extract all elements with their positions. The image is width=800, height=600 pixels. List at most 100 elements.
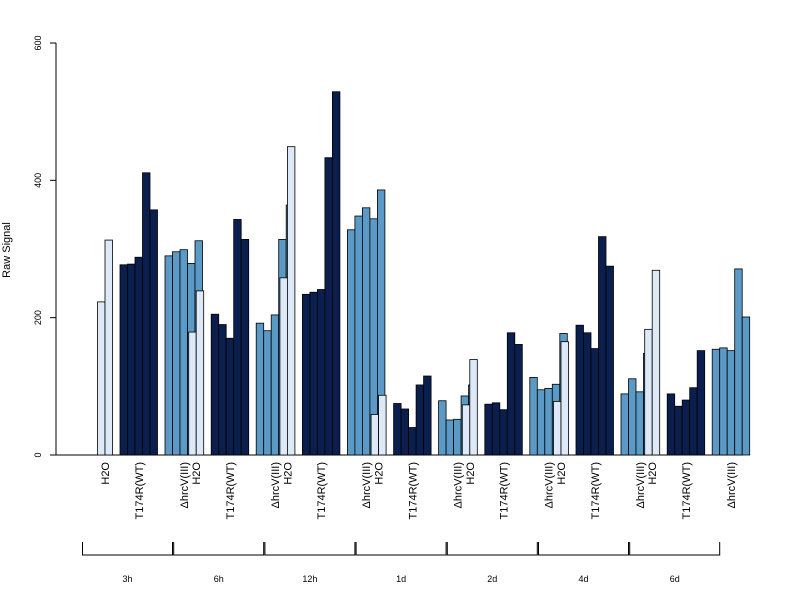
bar — [331, 91, 341, 456]
category-label: T174R(WT) — [681, 462, 693, 519]
time-label: 4d — [578, 574, 588, 584]
bar — [270, 314, 280, 456]
bar — [97, 301, 106, 456]
bar — [301, 293, 311, 456]
y-axis-label: Raw Signal — [1, 222, 13, 278]
bar — [286, 146, 296, 456]
category-label: T174R(WT) — [407, 462, 419, 519]
bar — [491, 402, 501, 456]
bar — [210, 313, 220, 456]
bar — [316, 289, 326, 456]
bar — [719, 347, 728, 456]
bar — [164, 255, 173, 456]
time-label: 6h — [214, 574, 224, 584]
bar — [415, 384, 425, 456]
bar — [514, 344, 523, 456]
category-label: ΔhrcV(III) — [544, 462, 556, 508]
bar — [620, 393, 629, 456]
bar — [263, 330, 272, 456]
bar — [674, 405, 683, 456]
bars — [97, 91, 751, 456]
y-tick-label: 400 — [33, 173, 43, 188]
bar — [696, 350, 706, 456]
bar — [354, 215, 363, 456]
category-label: ΔhrcV(III) — [635, 462, 647, 508]
time-label: 1d — [396, 574, 406, 584]
bar — [453, 418, 462, 456]
bar — [142, 172, 151, 456]
y-tick-label: 0 — [33, 452, 43, 457]
y-tick-label: 200 — [33, 310, 43, 325]
bar — [469, 359, 478, 456]
group-bracket — [629, 542, 721, 556]
bar — [445, 419, 455, 456]
bar — [188, 331, 197, 456]
bar — [575, 324, 584, 456]
bar — [726, 350, 736, 456]
bar — [119, 264, 128, 456]
y-tick-label: 600 — [33, 35, 43, 50]
bar — [499, 409, 508, 456]
bar — [651, 269, 661, 456]
bar — [346, 229, 356, 456]
bar — [400, 408, 410, 456]
bar — [506, 332, 516, 456]
group-bracket — [446, 542, 538, 556]
bar — [255, 322, 265, 456]
bar — [605, 265, 614, 456]
bar — [218, 324, 227, 456]
bar — [370, 414, 380, 456]
bar — [628, 378, 637, 456]
group-bracket — [355, 542, 447, 556]
bar — [127, 263, 136, 456]
bar — [666, 393, 676, 456]
category-label: H2O — [191, 462, 203, 485]
bar — [378, 394, 387, 456]
bar — [461, 404, 471, 456]
category-label: ΔhrcV(III) — [270, 462, 282, 508]
category-label: T174R(WT) — [225, 462, 237, 519]
bar — [484, 403, 493, 456]
bar — [583, 332, 592, 456]
bar — [195, 290, 205, 456]
bar — [361, 207, 371, 456]
bar — [711, 348, 721, 456]
bar — [393, 403, 402, 456]
category-label: ΔhrcV(III) — [452, 462, 464, 508]
category-label: ΔhrcV(III) — [179, 462, 191, 508]
bar — [590, 348, 599, 456]
bar — [149, 209, 158, 456]
bar — [553, 401, 562, 456]
bar — [681, 399, 691, 456]
y-axis: 0 200 400 600 — [33, 35, 57, 458]
bar — [536, 389, 546, 456]
group-bracket — [82, 542, 173, 556]
time-label: 2d — [487, 574, 497, 584]
bar — [172, 251, 181, 456]
bar — [734, 268, 743, 456]
bar — [279, 277, 288, 456]
bar — [134, 256, 143, 456]
bar — [644, 328, 653, 456]
bar — [408, 427, 417, 456]
bar — [438, 400, 447, 456]
bar — [529, 377, 538, 456]
bar — [225, 337, 235, 456]
group-bracket — [264, 542, 356, 556]
time-label: 6d — [670, 574, 680, 584]
category-label: ΔhrcV(III) — [361, 462, 373, 508]
group-brackets: 3h 6h 12h 1d 2d 4d 6d — [82, 542, 721, 584]
bar — [104, 239, 113, 456]
category-label: T174R(WT) — [316, 462, 328, 519]
category-label: H2O — [647, 462, 659, 485]
category-label: H2O — [374, 462, 386, 485]
bar — [598, 236, 607, 456]
category-label: H2O — [282, 462, 294, 485]
category-label: H2O — [465, 462, 477, 485]
bar — [179, 249, 188, 456]
bar — [423, 375, 432, 456]
time-label: 3h — [122, 574, 132, 584]
bar — [560, 341, 569, 456]
group-bracket — [538, 542, 629, 556]
